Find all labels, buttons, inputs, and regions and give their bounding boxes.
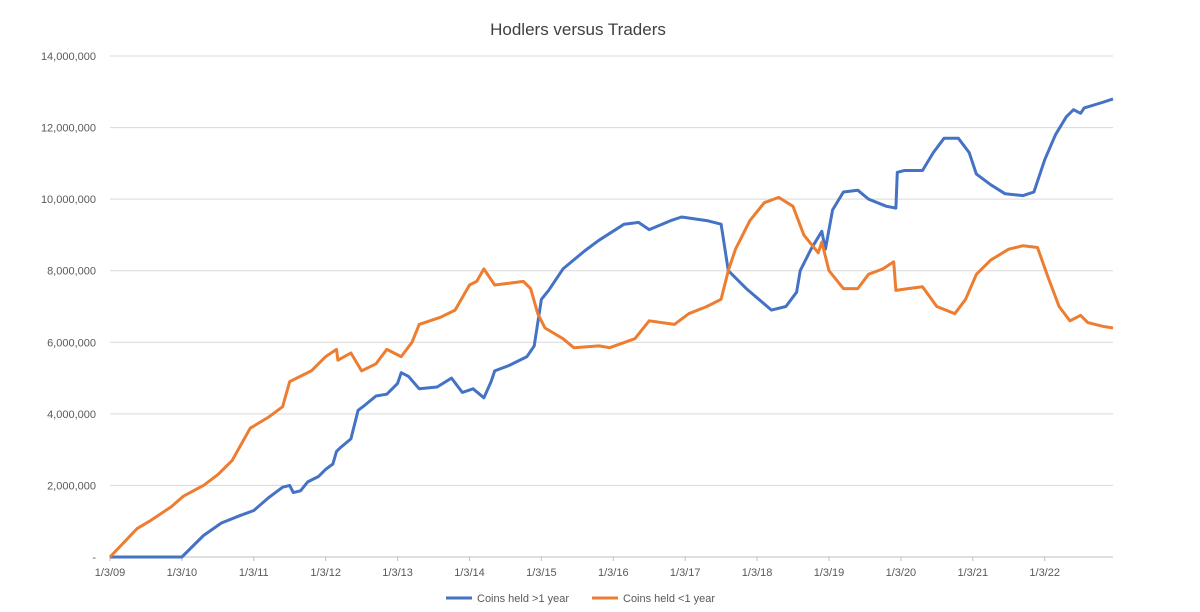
y-tick-label: 6,000,000 bbox=[47, 337, 96, 349]
y-tick-label: - bbox=[92, 552, 96, 564]
x-tick-label: 1/3/14 bbox=[454, 567, 485, 579]
y-tick-label: 2,000,000 bbox=[47, 480, 96, 492]
gridlines bbox=[110, 55, 1113, 558]
x-tick-label: 1/3/12 bbox=[310, 567, 341, 579]
x-tick-label: 1/3/09 bbox=[95, 567, 126, 579]
x-axis: 1/3/09 1/3/10 1/3/11 1/3/12 1/3/13 1/3/14 1/3/… bbox=[95, 557, 1060, 579]
legend: Coins held >1 year Coins held <1 year bbox=[446, 593, 715, 605]
series-line-hodlers bbox=[110, 97, 1114, 559]
y-tick-label: 4,000,000 bbox=[47, 409, 96, 421]
legend-label-hodlers: Coins held >1 year bbox=[477, 593, 569, 605]
x-tick-label: 1/3/11 bbox=[239, 567, 269, 579]
x-tick-label: 1/3/21 bbox=[957, 567, 988, 579]
x-tick-label: 1/3/15 bbox=[526, 567, 557, 579]
x-tick-label: 1/3/13 bbox=[382, 567, 413, 579]
legend-label-traders: Coins held <1 year bbox=[623, 593, 715, 605]
x-tick-label: 1/3/22 bbox=[1029, 567, 1060, 579]
y-tick-label: 8,000,000 bbox=[47, 266, 96, 278]
series-line-traders bbox=[108, 195, 1114, 559]
y-tick-label: 14,000,000 bbox=[41, 51, 96, 63]
x-tick-label: 1/3/17 bbox=[670, 567, 701, 579]
x-tick-label: 1/3/20 bbox=[886, 567, 917, 579]
x-tick-label: 1/3/19 bbox=[814, 567, 845, 579]
y-tick-label: 12,000,000 bbox=[41, 123, 96, 135]
series-lines bbox=[108, 97, 1114, 559]
chart-title: Hodlers versus Traders bbox=[490, 20, 666, 39]
x-tick-label: 1/3/10 bbox=[167, 567, 198, 579]
y-tick-label: 10,000,000 bbox=[41, 194, 96, 206]
y-axis: - 2,000,000 4,000,000 6,000,000 8,000,000 10,… bbox=[41, 51, 96, 564]
x-tick-label: 1/3/18 bbox=[742, 567, 773, 579]
x-tick-label: 1/3/16 bbox=[598, 567, 629, 579]
